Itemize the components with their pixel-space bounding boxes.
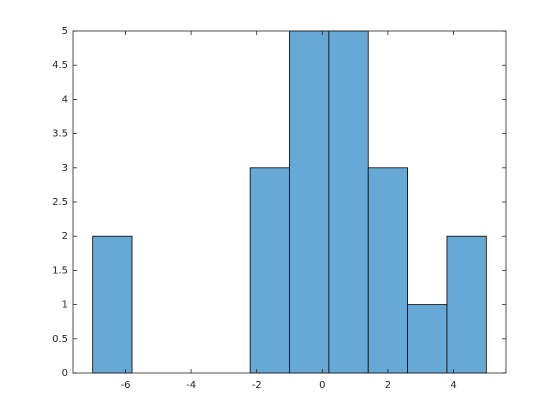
y-tick-label: 0 — [62, 368, 68, 379]
bar — [367, 167, 408, 374]
y-tick-label: 0.5 — [52, 334, 68, 345]
x-tick-label: -4 — [186, 380, 196, 391]
x-tick-label: 2 — [385, 380, 391, 391]
y-tick-label: 1 — [62, 300, 68, 311]
y-tick-label: 5 — [62, 26, 68, 37]
bar — [249, 167, 290, 374]
y-tick-label: 3.5 — [52, 129, 68, 140]
y-tick-label: 3 — [62, 163, 68, 174]
y-tick-label: 4.5 — [52, 60, 68, 71]
bar — [289, 30, 330, 374]
y-tick-label: 1.5 — [52, 265, 68, 276]
y-tick-label: 2 — [62, 231, 68, 242]
bar — [92, 235, 133, 374]
x-tick-label: 0 — [319, 380, 325, 391]
x-tick-label: -2 — [252, 380, 262, 391]
x-tick-label: -6 — [120, 380, 130, 391]
x-tick-label: 4 — [450, 380, 456, 391]
bar — [407, 304, 448, 374]
bar — [446, 235, 487, 374]
y-tick-label: 4 — [62, 94, 68, 105]
y-tick-label: 2.5 — [52, 197, 68, 208]
bar — [328, 30, 369, 374]
